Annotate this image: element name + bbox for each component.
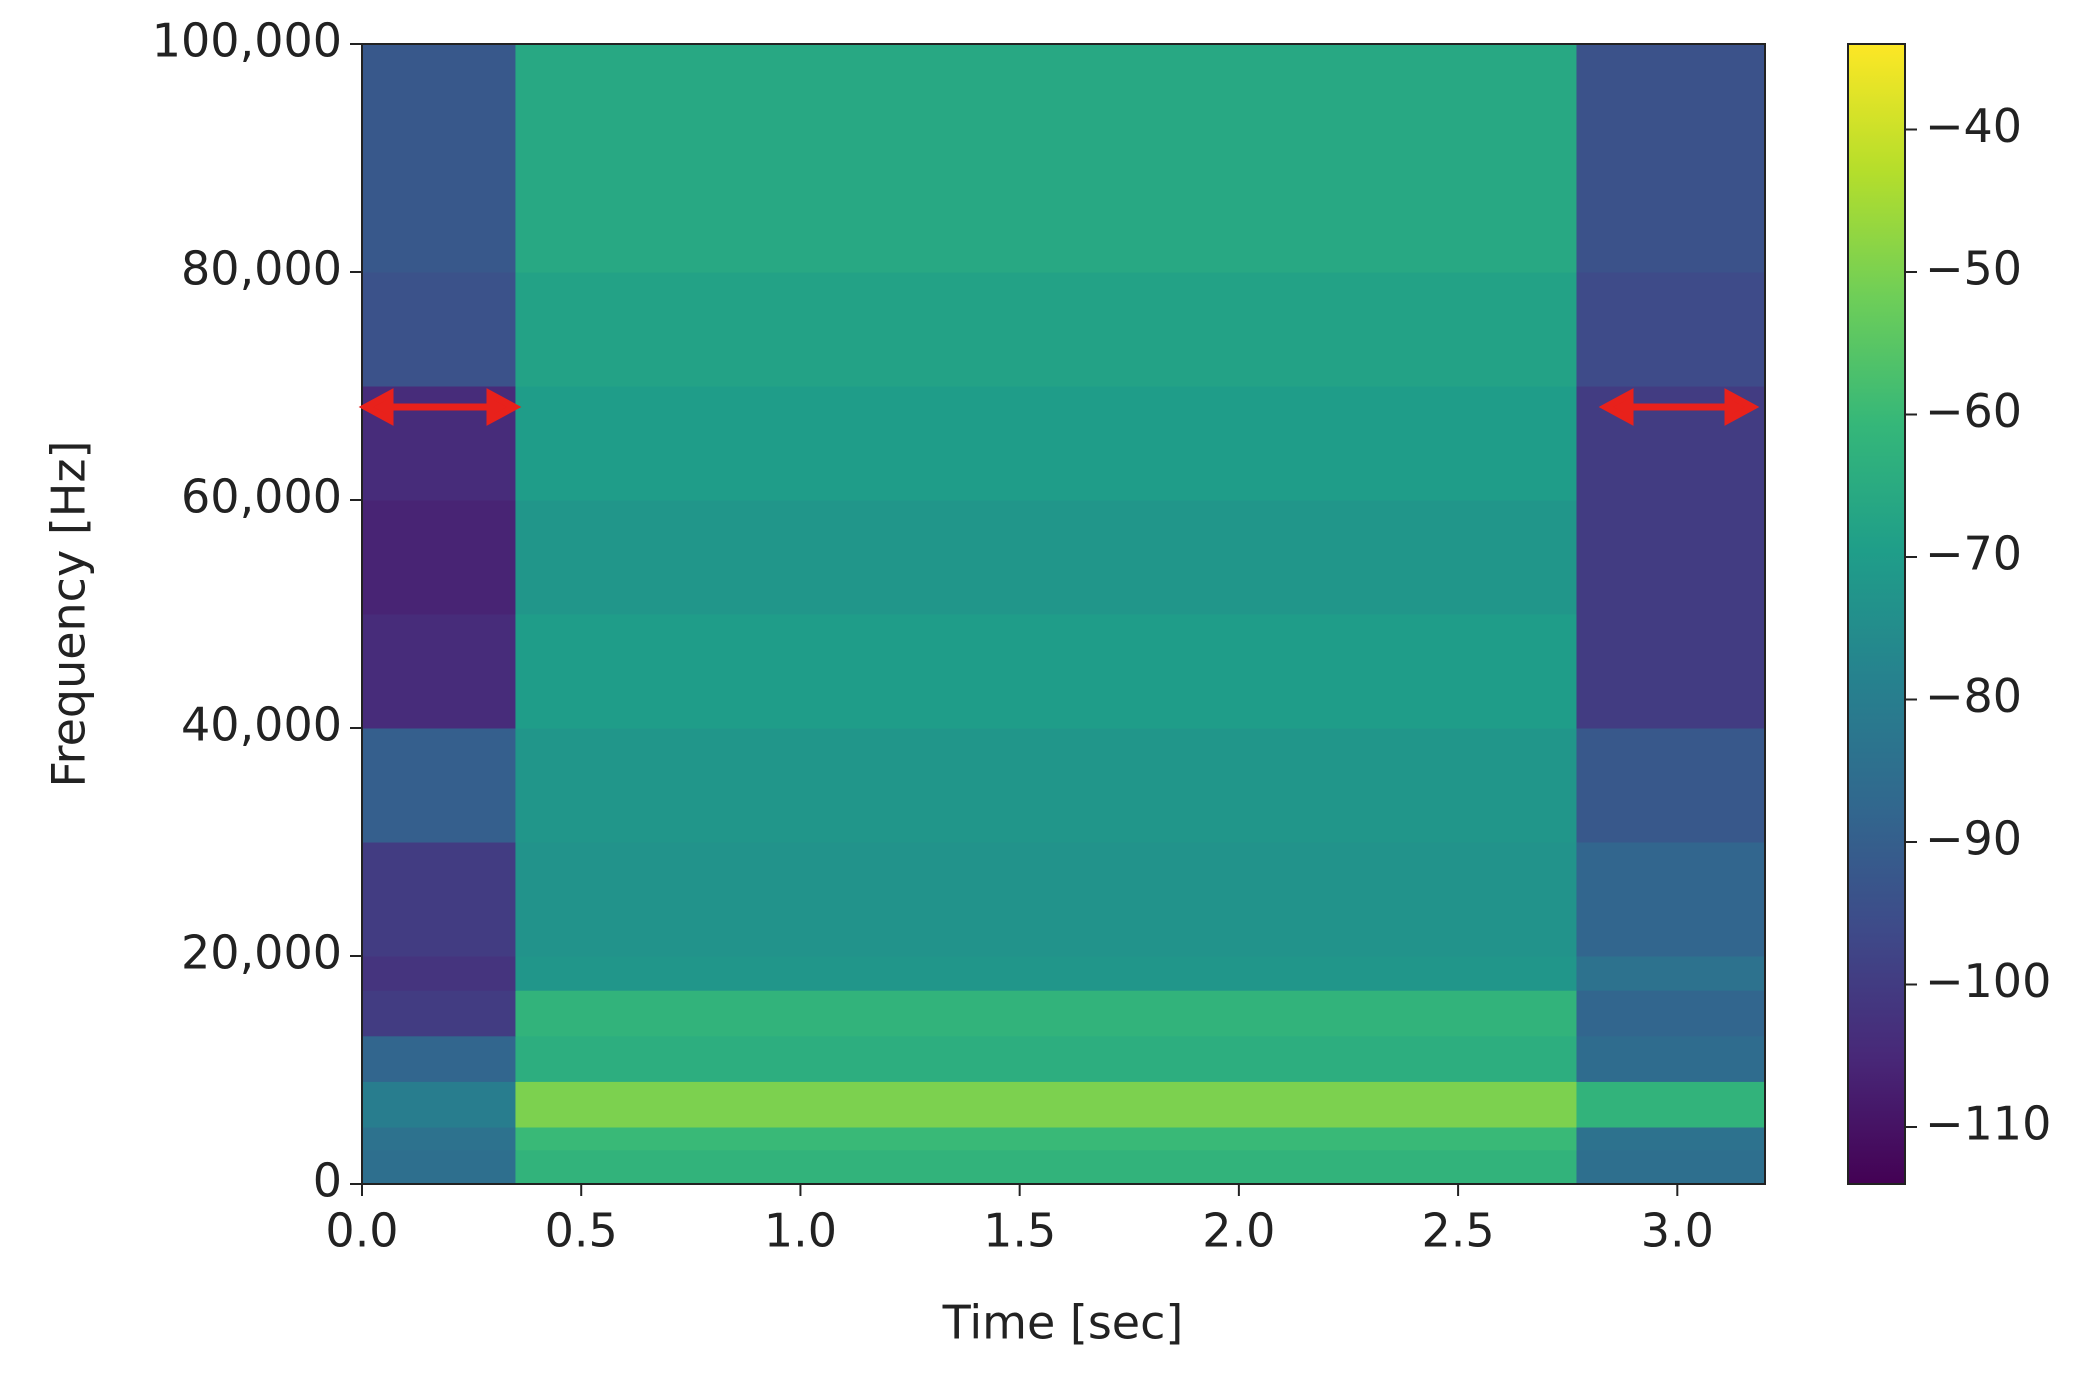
colorbar-tick-label: −70 (1925, 527, 2022, 581)
heatmap-cell (1576, 842, 1766, 957)
heatmap-cell (515, 1127, 1577, 1151)
heatmap-cell (362, 158, 516, 273)
plot-frame (361, 43, 1766, 1185)
heatmap-cell (362, 1081, 516, 1128)
heatmap-cell (362, 990, 516, 1037)
colorbar-tick-label: −60 (1925, 384, 2022, 438)
heatmap-cell (362, 1149, 516, 1185)
x-axis-label: Time [sec] (942, 1296, 1184, 1350)
colorbar-tick-label: −80 (1925, 669, 2022, 723)
heatmap-cell (1576, 1081, 1766, 1128)
heatmap-cell (515, 614, 1577, 729)
heatmap-cell (1576, 44, 1766, 159)
heatmap-cell (515, 158, 1577, 273)
heatmap-cell (1576, 728, 1766, 843)
heatmap-cell (1576, 500, 1766, 615)
x-tick-label: 1.0 (764, 1204, 837, 1258)
colorbar-tick-label: −40 (1925, 99, 2022, 153)
heatmap-cell (515, 842, 1577, 957)
x-tick-label: 3.0 (1641, 1204, 1714, 1258)
heatmap-cell (1576, 158, 1766, 273)
heatmap (362, 44, 1766, 1185)
y-tick-label: 0 (313, 1154, 342, 1208)
colorbar-tick-label: −110 (1925, 1097, 2051, 1151)
heatmap-cell (515, 386, 1577, 501)
heatmap-cell (362, 956, 516, 991)
y-axis-label: Frequency [Hz] (42, 441, 96, 788)
y-tick-label: 100,000 (152, 14, 342, 68)
heatmap-cell (1576, 614, 1766, 729)
heatmap-cell (515, 500, 1577, 615)
heatmap-cell (362, 728, 516, 843)
heatmap-cell (1576, 1127, 1766, 1151)
annotation-arrow (358, 388, 1760, 426)
heatmap-cell (1576, 956, 1766, 991)
x-tick-label: 0.5 (545, 1204, 618, 1258)
heatmap-cell (362, 842, 516, 957)
heatmap-cell (1576, 1149, 1766, 1185)
y-tick-label: 60,000 (181, 470, 342, 524)
x-tick-label: 0.0 (325, 1204, 398, 1258)
x-tick-label: 2.5 (1422, 1204, 1495, 1258)
colorbar (1847, 43, 1906, 1185)
heatmap-cell (1576, 1035, 1766, 1082)
heatmap-cell (515, 990, 1577, 1037)
heatmap-cell (362, 500, 516, 615)
heatmap-cell (1576, 990, 1766, 1037)
heatmap-cell (362, 1035, 516, 1082)
heatmap-cell (515, 1081, 1577, 1128)
x-tick-label: 1.5 (983, 1204, 1056, 1258)
heatmap-cell (1576, 272, 1766, 387)
heatmap-cell (515, 956, 1577, 991)
y-tick-label: 40,000 (181, 698, 342, 752)
colorbar-tick-label: −50 (1925, 242, 2022, 296)
heatmap-cell (515, 272, 1577, 387)
colorbar-tick-label: −100 (1925, 954, 2051, 1008)
heatmap-cell (362, 272, 516, 387)
x-tick-label: 2.0 (1202, 1204, 1275, 1258)
y-tick-label: 20,000 (181, 926, 342, 980)
heatmap-cell (515, 44, 1577, 159)
colorbar-tick-label: −90 (1925, 812, 2022, 866)
heatmap-cell (515, 728, 1577, 843)
heatmap-cell (362, 614, 516, 729)
y-tick-label: 80,000 (181, 242, 342, 296)
heatmap-cell (362, 1127, 516, 1151)
heatmap-cell (515, 1149, 1577, 1185)
heatmap-cell (362, 44, 516, 159)
heatmap-cell (515, 1035, 1577, 1082)
